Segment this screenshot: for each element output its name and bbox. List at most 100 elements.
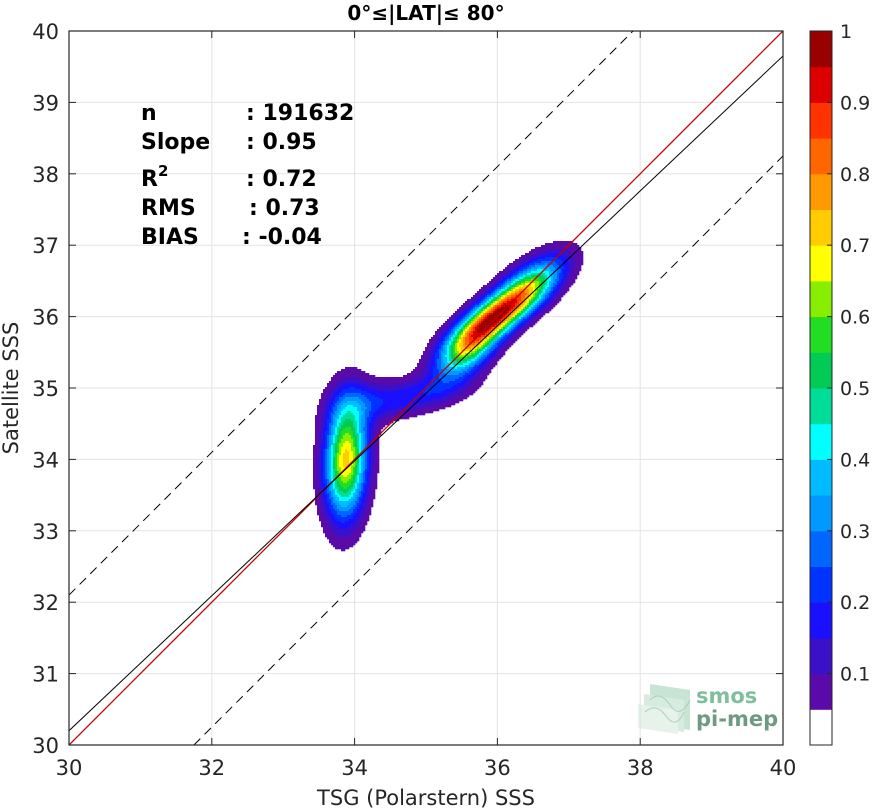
- density-cell: [337, 533, 340, 536]
- density-cell: [363, 497, 366, 500]
- density-cell: [407, 377, 410, 380]
- density-cell: [357, 499, 360, 502]
- density-cell: [369, 385, 372, 388]
- density-cell: [395, 393, 398, 396]
- density-cell: [321, 415, 324, 418]
- density-cell: [465, 397, 468, 400]
- density-cell: [327, 393, 330, 396]
- density-cell: [319, 471, 322, 474]
- density-cell: [463, 359, 466, 362]
- density-cell: [335, 537, 338, 540]
- density-cell: [461, 325, 464, 328]
- density-cell: [505, 291, 508, 294]
- density-cell: [345, 499, 348, 502]
- density-cell: [433, 399, 436, 402]
- density-cell: [467, 383, 470, 386]
- density-cell: [497, 273, 500, 276]
- density-cell: [427, 343, 430, 346]
- density-cell: [339, 373, 342, 376]
- density-cell: [463, 321, 466, 324]
- density-cell: [341, 475, 344, 478]
- density-cell: [443, 361, 446, 364]
- density-cell: [367, 471, 370, 474]
- density-cell: [419, 409, 422, 412]
- density-cell: [377, 447, 380, 450]
- density-cell: [431, 385, 434, 388]
- density-cell: [351, 487, 354, 490]
- density-cell: [313, 447, 316, 450]
- density-cell: [447, 335, 450, 338]
- density-cell: [503, 299, 506, 302]
- density-cell: [363, 465, 366, 468]
- density-cell: [363, 489, 366, 492]
- density-cell: [325, 407, 328, 410]
- density-cell: [389, 403, 392, 406]
- density-cell: [353, 535, 356, 538]
- density-cell: [319, 457, 322, 460]
- density-cell: [349, 383, 352, 386]
- density-cell: [431, 383, 434, 386]
- density-cell: [457, 317, 460, 320]
- density-cell: [505, 347, 508, 350]
- density-cell: [343, 371, 346, 374]
- density-cell: [351, 509, 354, 512]
- density-cell: [497, 287, 500, 290]
- density-cell: [325, 527, 328, 530]
- density-cell: [471, 337, 474, 340]
- density-cell: [445, 363, 448, 366]
- density-cell: [459, 315, 462, 318]
- density-cell: [489, 281, 492, 284]
- density-cell: [501, 277, 504, 280]
- density-cell: [511, 267, 514, 270]
- density-cell: [451, 369, 454, 372]
- density-cell: [391, 403, 394, 406]
- density-cell: [347, 367, 350, 370]
- density-cell: [313, 483, 316, 486]
- density-cell: [315, 501, 318, 504]
- density-cell: [353, 499, 356, 502]
- density-cell: [325, 523, 328, 526]
- density-cell: [445, 341, 448, 344]
- density-cell: [321, 431, 324, 434]
- density-cell: [375, 473, 378, 476]
- density-cell: [349, 503, 352, 506]
- density-cell: [459, 361, 462, 364]
- density-cell: [463, 305, 466, 308]
- density-cell: [417, 413, 420, 416]
- density-cell: [433, 347, 436, 350]
- density-cell: [331, 483, 334, 486]
- density-cell: [313, 477, 316, 480]
- density-cell: [465, 335, 468, 338]
- density-cell: [437, 367, 440, 370]
- density-cell: [357, 523, 360, 526]
- density-cell: [407, 417, 410, 420]
- density-cell: [333, 523, 336, 526]
- density-cell: [481, 295, 484, 298]
- density-cell: [347, 523, 350, 526]
- density-cell: [447, 333, 450, 336]
- density-cell: [329, 451, 332, 454]
- density-cell: [463, 315, 466, 318]
- density-cell: [505, 275, 508, 278]
- density-cell: [459, 343, 462, 346]
- density-cell: [427, 359, 430, 362]
- density-cell: [409, 415, 412, 418]
- density-cell: [343, 505, 346, 508]
- density-cell: [487, 355, 490, 358]
- density-cell: [339, 419, 342, 422]
- density-cell: [329, 531, 332, 534]
- density-cell: [445, 333, 448, 336]
- density-cell: [355, 425, 358, 428]
- density-cell: [489, 295, 492, 298]
- density-cell: [471, 391, 474, 394]
- density-cell: [337, 415, 340, 418]
- density-cell: [339, 421, 342, 424]
- density-cell: [393, 393, 396, 396]
- density-cell: [341, 543, 344, 546]
- density-cell: [343, 401, 346, 404]
- density-cell: [449, 323, 452, 326]
- density-cell: [495, 345, 498, 348]
- density-cell: [371, 453, 374, 456]
- density-cell: [317, 453, 320, 456]
- density-cell: [369, 419, 372, 422]
